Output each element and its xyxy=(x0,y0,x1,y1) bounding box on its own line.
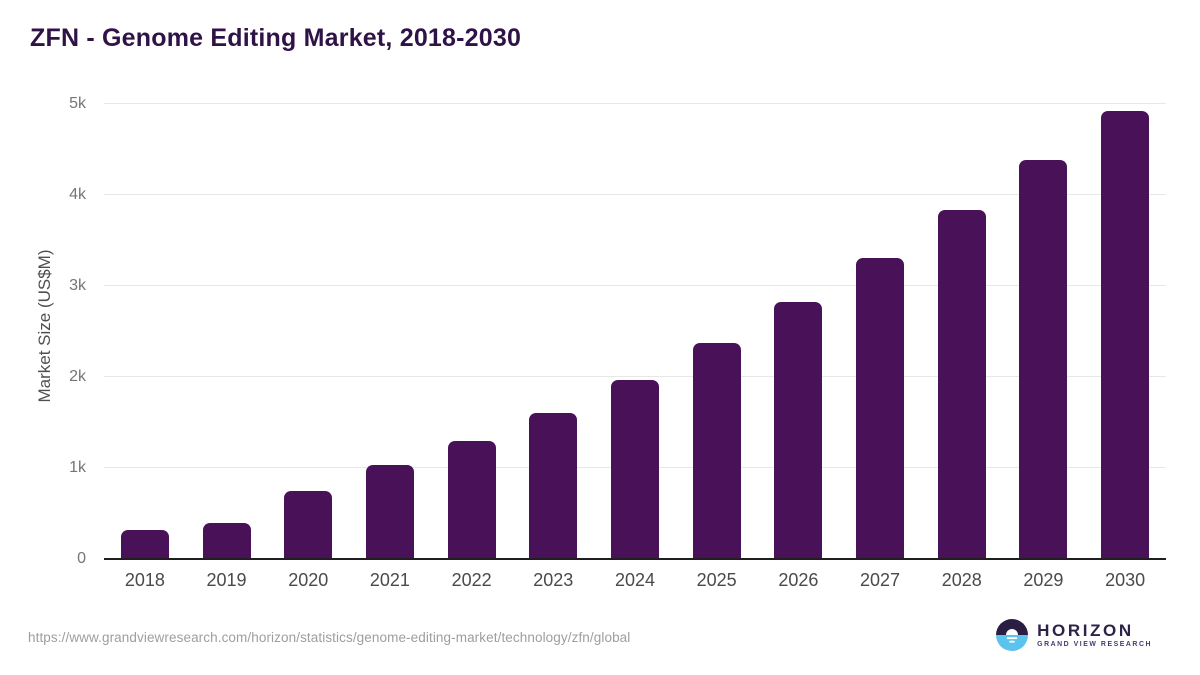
x-label-2024: 2024 xyxy=(614,570,655,590)
bar-slot-2030 xyxy=(1084,104,1166,559)
bar-2022[interactable] xyxy=(447,440,496,559)
bar-slot-2023 xyxy=(512,104,594,559)
gridline-4000 xyxy=(104,194,1166,195)
bar-slot-2026 xyxy=(758,104,840,559)
y-tick-label-0: 0 xyxy=(77,550,86,567)
bar-2023[interactable] xyxy=(529,412,578,559)
x-label-2029: 2029 xyxy=(1023,570,1064,590)
x-label-2018: 2018 xyxy=(124,570,165,590)
bar-2018[interactable] xyxy=(120,529,169,559)
x-axis-line xyxy=(104,558,1166,560)
bar-slot-2029 xyxy=(1003,104,1085,559)
bar-slot-2021 xyxy=(349,104,431,559)
gridline-3000 xyxy=(104,285,1166,286)
bar-slot-2019 xyxy=(186,104,268,559)
bar-slot-2027 xyxy=(839,104,921,559)
y-tick-label-2k: 2k xyxy=(69,368,86,385)
x-label-2020: 2020 xyxy=(288,570,329,590)
logo-text: HORIZON GRAND VIEW RESEARCH xyxy=(1037,620,1152,649)
bar-2028[interactable] xyxy=(937,209,986,559)
x-label-2025: 2025 xyxy=(696,570,737,590)
bar-2029[interactable] xyxy=(1019,159,1068,559)
source-url: https://www.grandviewresearch.com/horizo… xyxy=(28,630,631,645)
bar-slot-2024 xyxy=(594,104,676,559)
x-label-2019: 2019 xyxy=(206,570,247,590)
x-label-2026: 2026 xyxy=(778,570,819,590)
x-label-2028: 2028 xyxy=(941,570,982,590)
bar-2027[interactable] xyxy=(856,257,905,559)
bar-2030[interactable] xyxy=(1101,111,1150,559)
y-tick-label-4k: 4k xyxy=(69,186,86,203)
plot-area xyxy=(104,103,1166,559)
bar-slot-2020 xyxy=(267,104,349,559)
logo-name: HORIZON xyxy=(1037,620,1134,640)
x-label-2027: 2027 xyxy=(860,570,901,590)
y-tick-label-3k: 3k xyxy=(69,277,86,294)
x-axis-labels: 2018 2019 2020 2021 2022 2023 2024 2025 2026 2027… xyxy=(104,570,1166,591)
x-label-2023: 2023 xyxy=(533,570,574,590)
bar-slot-2028 xyxy=(921,104,1003,559)
y-tick-label-5k: 5k xyxy=(69,95,86,112)
bar-2024[interactable] xyxy=(610,379,659,559)
horizon-sun-icon xyxy=(996,619,1029,651)
bar-slot-2022 xyxy=(431,104,513,559)
gridline-2000 xyxy=(104,376,1166,377)
bars-row xyxy=(104,104,1166,559)
y-tick-label-1k: 1k xyxy=(69,459,86,476)
gridline-5000 xyxy=(104,103,1166,104)
bar-slot-2025 xyxy=(676,104,758,559)
x-label-2022: 2022 xyxy=(451,570,492,590)
x-label-2030: 2030 xyxy=(1105,570,1146,590)
bar-2026[interactable] xyxy=(774,302,823,559)
x-label-2021: 2021 xyxy=(369,570,410,590)
logo-subtitle: GRAND VIEW RESEARCH xyxy=(1037,641,1152,649)
y-axis-ticks: 0 1k 2k 3k 4k 5k xyxy=(0,95,94,567)
bar-2020[interactable] xyxy=(284,490,333,559)
bar-2019[interactable] xyxy=(202,522,251,559)
bar-2025[interactable] xyxy=(692,343,741,559)
bar-slot-2018 xyxy=(104,104,186,559)
chart-title: ZFN - Genome Editing Market, 2018-2030 xyxy=(30,24,522,52)
bar-2021[interactable] xyxy=(365,465,414,559)
horizon-logo: HORIZON GRAND VIEW RESEARCH xyxy=(996,619,1152,651)
